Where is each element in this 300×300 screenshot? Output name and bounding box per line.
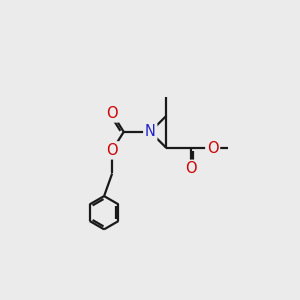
Text: O: O <box>207 140 218 155</box>
Text: O: O <box>106 143 118 158</box>
Text: O: O <box>106 106 118 121</box>
Text: O: O <box>185 161 197 176</box>
Text: N: N <box>145 124 156 140</box>
